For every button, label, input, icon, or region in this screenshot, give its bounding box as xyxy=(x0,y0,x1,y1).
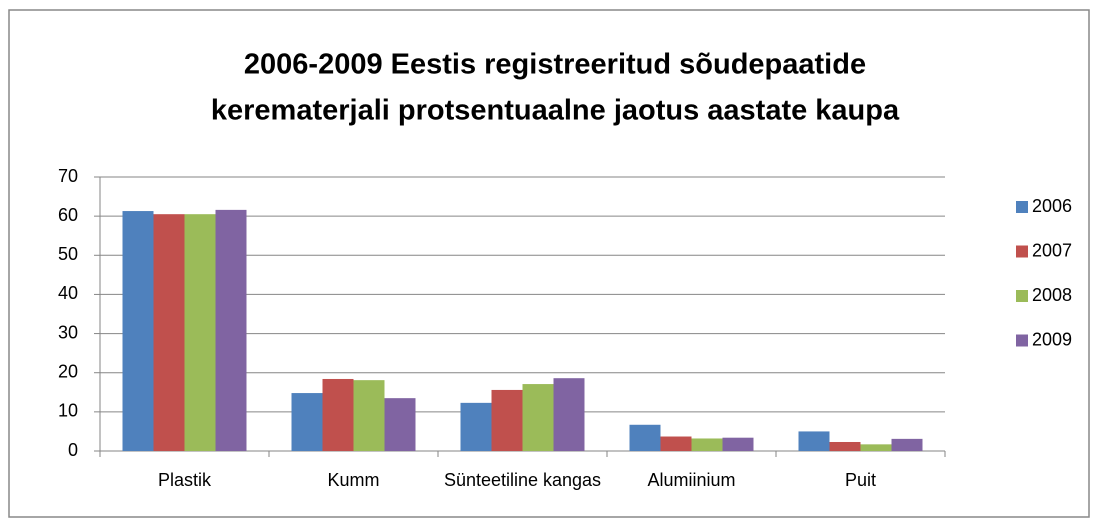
legend-label: 2007 xyxy=(1032,240,1072,260)
legend-label: 2008 xyxy=(1032,285,1072,305)
bar xyxy=(722,437,754,451)
bar xyxy=(660,436,692,451)
x-tick-label: Kumm xyxy=(327,470,379,490)
chart-title: 2006-2009 Eestis registreeritud sõudepaa… xyxy=(244,49,866,81)
x-tick-label: Sünteetiline kangas xyxy=(444,470,601,490)
y-tick-label: 20 xyxy=(58,361,78,381)
y-tick-label: 60 xyxy=(58,205,78,225)
legend-swatch xyxy=(1016,201,1028,213)
bar xyxy=(384,398,416,451)
y-tick-label: 40 xyxy=(58,283,78,303)
legend-swatch xyxy=(1016,245,1028,258)
bar xyxy=(291,393,323,451)
y-tick-label: 70 xyxy=(58,166,78,186)
bar xyxy=(353,380,385,451)
bar xyxy=(153,214,185,451)
bar xyxy=(460,402,492,451)
legend-label: 2009 xyxy=(1032,329,1072,349)
bar xyxy=(860,444,892,451)
x-tick-label: Alumiinium xyxy=(647,470,735,490)
y-tick-label: 50 xyxy=(58,244,78,264)
bar xyxy=(798,431,830,451)
bar xyxy=(829,441,861,451)
bar xyxy=(522,384,554,451)
y-tick-label: 30 xyxy=(58,322,78,342)
legend-swatch xyxy=(1016,334,1028,347)
x-tick-label: Plastik xyxy=(158,470,212,490)
y-tick-label: 0 xyxy=(68,440,78,460)
bar xyxy=(629,424,661,451)
legend-label: 2006 xyxy=(1032,196,1072,216)
x-tick-label: Puit xyxy=(845,470,876,490)
bar xyxy=(322,378,354,451)
bar xyxy=(184,214,216,451)
bar xyxy=(691,438,723,451)
bar xyxy=(891,438,923,451)
chart-title: kerematerjali protsentuaalne jaotus aast… xyxy=(211,95,900,127)
bar xyxy=(553,378,585,451)
bar xyxy=(122,211,154,451)
legend-swatch xyxy=(1016,290,1028,302)
bar xyxy=(491,389,523,451)
bar xyxy=(215,209,247,451)
y-tick-label: 10 xyxy=(58,401,78,421)
